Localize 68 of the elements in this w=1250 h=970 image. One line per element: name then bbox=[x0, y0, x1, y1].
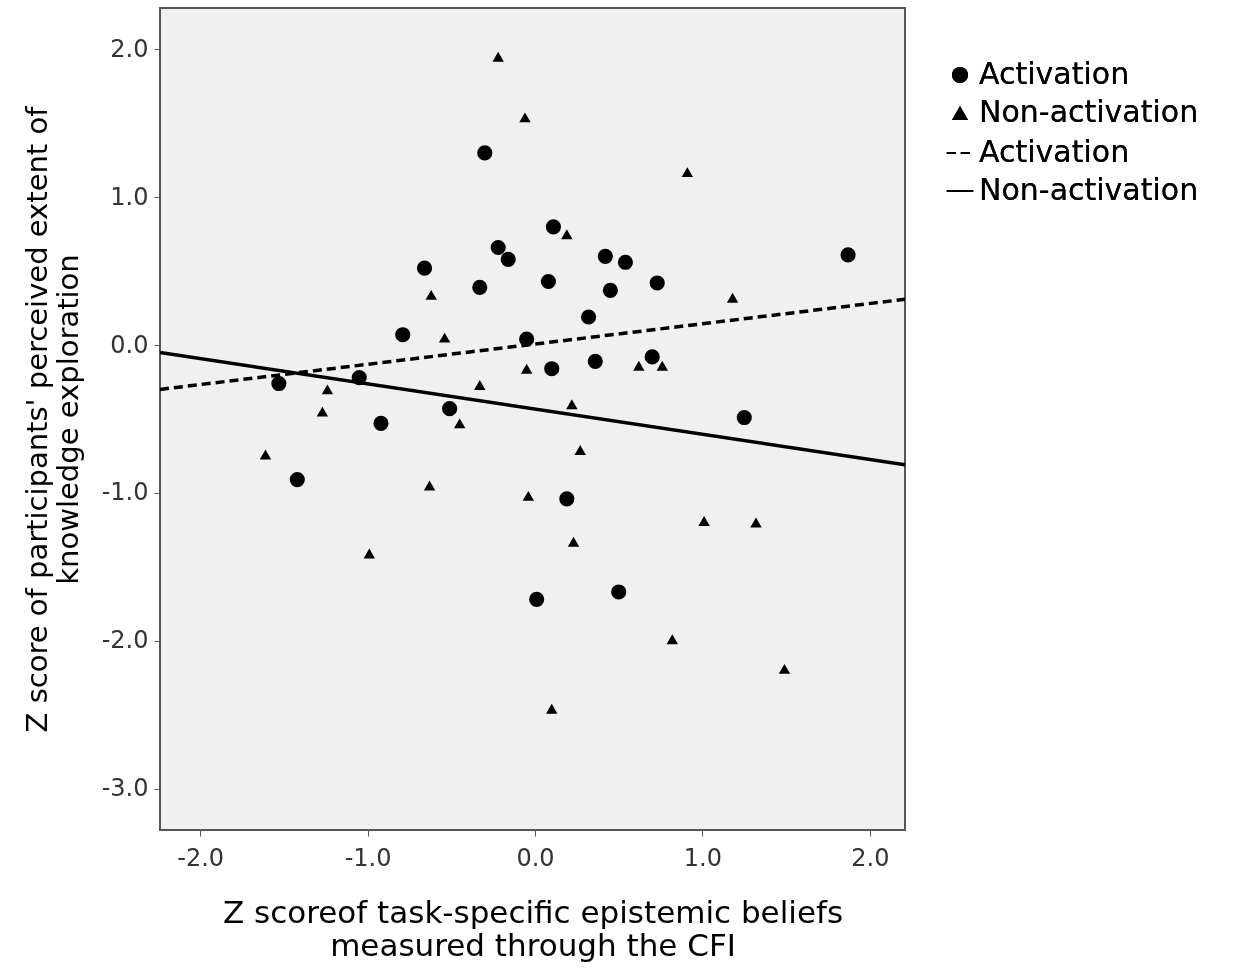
x-axis-title: Z scoreof task-specific epistemic beliefs measured through the CFI bbox=[222, 893, 844, 963]
point bbox=[490, 239, 506, 256]
point bbox=[442, 401, 458, 417]
y-tick-label: 0.0 bbox=[110, 330, 149, 359]
legend-label: Non-activation bbox=[979, 94, 1199, 129]
point bbox=[666, 634, 678, 645]
point bbox=[472, 279, 488, 295]
point bbox=[474, 380, 486, 390]
legend-label: Activation bbox=[979, 134, 1130, 169]
point bbox=[726, 292, 739, 303]
point bbox=[289, 472, 305, 488]
point bbox=[587, 353, 603, 369]
x-tick-label: -2.0 bbox=[177, 843, 225, 872]
point bbox=[681, 167, 694, 178]
point bbox=[522, 490, 535, 501]
point bbox=[492, 51, 504, 62]
point bbox=[416, 260, 433, 276]
point bbox=[561, 229, 573, 240]
x-tick-label: -1.0 bbox=[344, 843, 392, 872]
y-tick-label: -1.0 bbox=[101, 478, 149, 507]
point bbox=[363, 548, 375, 559]
point bbox=[438, 332, 451, 343]
point bbox=[698, 516, 710, 526]
point bbox=[656, 360, 668, 371]
legend-label: Non-activation bbox=[979, 172, 1199, 207]
point bbox=[649, 275, 665, 291]
point bbox=[750, 517, 762, 528]
x-tick-label: 0.0 bbox=[516, 843, 555, 872]
point bbox=[259, 449, 272, 460]
point bbox=[597, 248, 613, 264]
point bbox=[617, 254, 633, 270]
point bbox=[540, 273, 556, 290]
point bbox=[425, 289, 437, 300]
x-tick-label: 2.0 bbox=[851, 843, 890, 872]
point bbox=[395, 327, 411, 343]
y-tick-label: 2.0 bbox=[110, 34, 149, 63]
point bbox=[453, 418, 466, 429]
point bbox=[520, 363, 533, 374]
point bbox=[559, 491, 575, 507]
legend-label: Activation bbox=[979, 56, 1130, 91]
point bbox=[633, 360, 645, 371]
point bbox=[567, 536, 580, 547]
y-tick-label: 1.0 bbox=[110, 182, 149, 211]
point bbox=[271, 375, 287, 392]
point bbox=[500, 251, 516, 267]
point bbox=[736, 409, 752, 426]
point bbox=[581, 309, 597, 325]
y-axis-title: Z score of participants' perceived extent of knowledge exploration bbox=[19, 105, 85, 733]
point bbox=[778, 663, 791, 674]
point bbox=[477, 145, 493, 161]
point bbox=[529, 591, 545, 607]
point bbox=[519, 112, 531, 123]
point bbox=[545, 219, 562, 235]
y-tick-label: -3.0 bbox=[101, 774, 149, 803]
point bbox=[321, 384, 334, 395]
point bbox=[423, 480, 436, 491]
point bbox=[373, 415, 389, 431]
point bbox=[316, 406, 329, 417]
x-tick-label: 1.0 bbox=[683, 843, 723, 872]
y-tick-label: -2.0 bbox=[101, 626, 149, 655]
point bbox=[546, 703, 558, 714]
point bbox=[602, 282, 618, 298]
point bbox=[611, 584, 627, 600]
point bbox=[574, 445, 586, 455]
point bbox=[644, 349, 660, 365]
point bbox=[566, 399, 578, 410]
point bbox=[840, 247, 856, 263]
point bbox=[544, 361, 560, 377]
